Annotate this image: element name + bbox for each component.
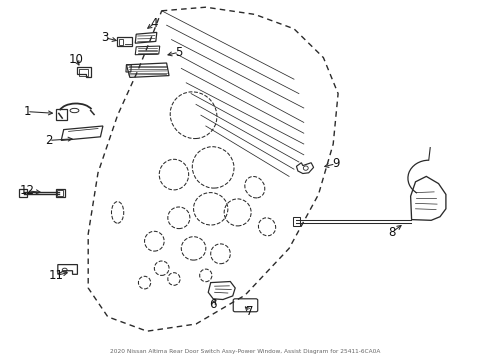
Text: 9: 9 [332,157,340,170]
Bar [57,190,63,196]
Bar [117,37,132,46]
Bar [56,189,65,197]
Text: 8: 8 [388,226,396,239]
Bar [119,39,123,45]
Text: 5: 5 [175,46,183,59]
Text: 2020 Nissan Altima Rear Door Switch Assy-Power Window, Assist Diagram for 25411-: 2020 Nissan Altima Rear Door Switch Assy… [110,348,380,354]
Text: 6: 6 [209,298,217,311]
Text: 12: 12 [20,184,34,197]
Text: 7: 7 [246,305,254,318]
Text: 10: 10 [69,53,83,66]
Bar [56,109,67,120]
Bar [19,189,27,197]
Bar [293,217,300,226]
Bar [79,69,88,76]
Text: 1: 1 [23,105,31,118]
Text: 4: 4 [150,17,158,30]
Text: 2: 2 [45,134,53,147]
Text: 3: 3 [101,31,109,44]
Text: 11: 11 [49,269,64,282]
